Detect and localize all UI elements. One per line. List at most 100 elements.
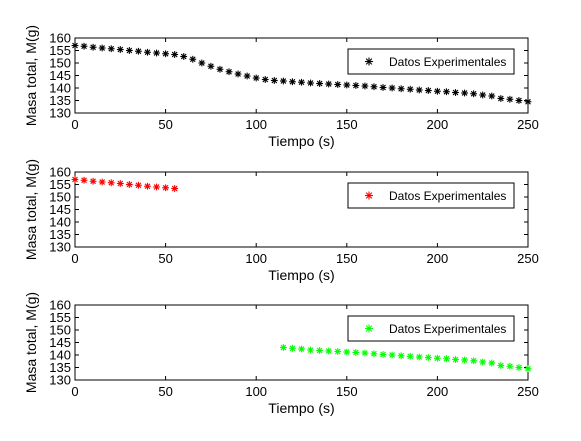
y-tick-label: 150 xyxy=(49,190,71,205)
x-tick-label: 0 xyxy=(71,384,78,399)
data-point xyxy=(334,348,342,355)
data-point xyxy=(343,81,351,89)
data-point xyxy=(370,350,378,358)
data-point xyxy=(243,72,251,80)
data-point xyxy=(370,83,378,91)
data-point xyxy=(524,365,532,373)
data-point xyxy=(461,356,468,364)
data-point xyxy=(325,80,333,88)
data-point xyxy=(144,182,151,190)
y-tick-label: 150 xyxy=(49,56,71,71)
data-point xyxy=(298,78,305,86)
data-point xyxy=(298,345,305,353)
legend-marker xyxy=(365,57,373,66)
data-point xyxy=(343,348,351,356)
data-point xyxy=(107,179,115,187)
chart-panel-1: 0 50 100 150 200 250130135140145150155160Tiem… xyxy=(23,25,539,149)
x-tick-label: 200 xyxy=(427,117,449,132)
y-axis-label: Masa total, M(g) xyxy=(23,159,39,260)
data-point xyxy=(225,68,233,76)
data-point xyxy=(107,45,115,53)
legend-label: Datos Experimentales xyxy=(389,322,506,336)
data-series xyxy=(71,176,179,192)
y-tick-label: 140 xyxy=(49,81,71,96)
y-tick-label: 135 xyxy=(49,227,71,242)
y-tick-label: 155 xyxy=(49,310,71,325)
data-point xyxy=(352,82,360,89)
x-tick-label: 200 xyxy=(427,251,449,266)
data-point xyxy=(171,185,179,192)
data-point xyxy=(397,352,405,360)
data-point xyxy=(216,65,224,73)
y-tick-label: 140 xyxy=(49,215,71,230)
x-tick-label: 200 xyxy=(427,384,449,399)
x-tick-label: 150 xyxy=(336,384,358,399)
y-axis-label: Masa total, M(g) xyxy=(23,292,39,393)
data-point xyxy=(325,347,333,355)
data-point xyxy=(125,181,133,188)
data-point xyxy=(388,351,396,359)
legend-label: Datos Experimentales xyxy=(389,189,506,203)
chart-panel-3: 0 50 100 150 200 250130135140145150155160Tiem… xyxy=(23,292,539,416)
data-point xyxy=(289,78,296,86)
data-point xyxy=(116,46,124,53)
x-tick-label: 150 xyxy=(336,251,358,266)
y-tick-label: 135 xyxy=(49,93,71,108)
data-point xyxy=(488,359,496,367)
data-point xyxy=(452,89,459,96)
data-point xyxy=(270,77,278,84)
chart-panel-2: 0 50 100 150 200 250130135140145150155160Tiem… xyxy=(23,159,539,283)
data-point xyxy=(470,357,478,365)
x-tick-label: 250 xyxy=(517,251,539,266)
data-series xyxy=(279,344,532,373)
data-point xyxy=(497,95,505,102)
data-point xyxy=(261,76,269,83)
data-point xyxy=(80,176,88,184)
x-tick-label: 0 xyxy=(71,117,78,132)
data-point xyxy=(379,84,387,91)
data-point xyxy=(125,47,133,54)
y-axis-label: Masa total, M(g) xyxy=(23,25,39,126)
data-point xyxy=(180,53,188,60)
data-point xyxy=(497,362,505,369)
data-point xyxy=(379,351,387,358)
data-point xyxy=(98,178,106,186)
data-point xyxy=(488,92,496,100)
y-tick-label: 155 xyxy=(49,43,71,58)
y-tick-label: 160 xyxy=(49,298,71,313)
data-point xyxy=(162,184,169,192)
data-point xyxy=(153,49,160,57)
data-point xyxy=(406,85,414,93)
x-tick-label: 150 xyxy=(336,117,358,132)
data-series xyxy=(71,42,532,106)
data-point xyxy=(415,86,423,94)
data-point xyxy=(234,70,242,78)
legend-box xyxy=(347,48,515,75)
data-point xyxy=(98,44,106,52)
data-point xyxy=(316,80,324,87)
data-point xyxy=(515,364,523,371)
data-point xyxy=(307,346,314,354)
x-axis-label: Tiempo (s) xyxy=(268,400,334,416)
data-point xyxy=(461,89,468,97)
data-point xyxy=(135,47,142,55)
data-point xyxy=(452,356,459,363)
legend-label: Datos Experimentales xyxy=(389,55,506,69)
data-point xyxy=(479,358,487,366)
data-point xyxy=(415,353,423,361)
y-tick-label: 145 xyxy=(49,202,71,217)
legend: Datos Experimentales xyxy=(347,315,515,342)
data-point xyxy=(443,88,450,96)
data-point xyxy=(406,352,414,360)
data-point xyxy=(162,50,169,58)
y-tick-label: 150 xyxy=(49,323,71,338)
data-point xyxy=(361,349,369,357)
data-point xyxy=(479,91,487,99)
y-tick-label: 140 xyxy=(49,348,71,363)
data-point xyxy=(352,349,360,356)
data-point xyxy=(80,42,88,50)
data-point xyxy=(424,87,432,94)
y-tick-label: 160 xyxy=(49,165,71,180)
legend-marker xyxy=(365,324,373,333)
